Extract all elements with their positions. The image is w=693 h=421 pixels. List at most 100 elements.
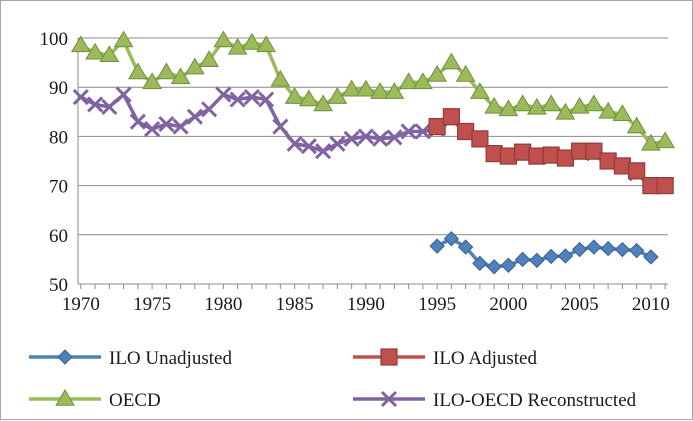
legend-swatch-marker-ilo-oecd-reconstructed	[380, 390, 398, 408]
point-oecd-1991	[370, 82, 390, 99]
point-oecd-2002	[527, 97, 547, 115]
point-ilo-oecd-reconstructed-1989-stroke-b	[343, 130, 360, 147]
x-tick-label-2010: 2010	[632, 294, 670, 315]
point-ilo-oecd-reconstructed-1976-stroke-b	[158, 116, 175, 133]
point-oecd-1975	[142, 72, 162, 90]
point-ilo-adjusted-2005	[571, 142, 589, 160]
point-ilo-oecd-reconstructed-1993-stroke-b	[400, 123, 417, 140]
x-tick-label-1975: 1975	[133, 294, 171, 315]
point-ilo-oecd-reconstructed-1991	[372, 130, 389, 147]
point-oecd-2004	[555, 102, 576, 120]
point-oecd-1983	[256, 35, 276, 53]
point-oecd-1988	[327, 87, 348, 104]
point-oecd-1977	[170, 67, 191, 85]
x-tick-label-1980: 1980	[204, 294, 242, 315]
point-oecd-1995	[427, 64, 448, 82]
point-oecd-1998	[470, 82, 490, 99]
point-ilo-unadjusted-1998	[472, 255, 488, 272]
point-ilo-adjusted-2000	[499, 147, 517, 165]
point-oecd-1978	[184, 57, 205, 75]
series-ilo-unadjusted	[429, 231, 659, 275]
point-ilo-oecd-reconstructed-1982	[243, 88, 260, 106]
axes: 50 60 70 80 90 100 1970 1975 1980 1985 1990 1995 200…	[40, 29, 670, 315]
point-ilo-oecd-reconstructed-1977	[172, 118, 189, 135]
y-tick-label-50: 50	[49, 275, 68, 296]
x-tick-label-1970: 1970	[62, 294, 100, 315]
series-oecd	[70, 30, 676, 151]
x-tick-label-2000: 2000	[489, 294, 527, 315]
x-tick-label-1990: 1990	[347, 294, 385, 315]
point-oecd-1999	[484, 96, 505, 114]
legend-item-oecd: OECD	[29, 389, 161, 411]
point-oecd-1982	[241, 32, 262, 50]
point-ilo-adjusted-2008	[613, 157, 631, 175]
point-oecd-1979	[199, 50, 219, 67]
point-ilo-unadjusted-2006	[586, 239, 602, 255]
y-tick-label-100: 100	[40, 29, 69, 50]
legend-swatch-marker-ilo-adjusted	[380, 348, 398, 366]
legend-item-ilo-adjusted: ILO Adjusted	[353, 348, 537, 369]
point-ilo-oecd-reconstructed-1987	[315, 143, 332, 160]
point-oecd-1989	[341, 79, 362, 97]
point-oecd-1981	[227, 37, 248, 55]
legend-item-ilo-unadjusted: ILO Unadjusted	[29, 348, 232, 369]
series-layer	[70, 30, 676, 275]
x-tick-label-1995: 1995	[418, 294, 456, 315]
x-tick-label-2005: 2005	[561, 294, 599, 315]
point-ilo-oecd-reconstructed-1991-stroke-b	[372, 130, 389, 147]
point-oecd-2010	[641, 133, 661, 151]
point-oecd-1994	[413, 72, 433, 90]
point-ilo-adjusted-2009	[628, 162, 646, 180]
series-ilo-adjusted	[428, 108, 674, 195]
point-ilo-adjusted-2004	[556, 149, 574, 167]
point-ilo-adjusted-2010	[642, 177, 660, 195]
point-ilo-oecd-reconstructed-1982-stroke-b	[243, 88, 260, 106]
point-ilo-adjusted-1997	[457, 122, 475, 141]
point-ilo-oecd-reconstructed-1990	[357, 128, 374, 145]
point-ilo-oecd-reconstructed-1975	[144, 120, 161, 138]
point-ilo-oecd-reconstructed-1978-stroke-b	[186, 108, 203, 125]
point-oecd-1976	[156, 62, 177, 80]
point-oecd-1970	[70, 35, 91, 53]
point-ilo-oecd-reconstructed-1986	[300, 138, 317, 155]
point-ilo-oecd-reconstructed-1973-stroke-b	[115, 86, 132, 103]
x-tick-label-1985: 1985	[276, 294, 314, 315]
legend-swatch-marker-oecd	[55, 389, 75, 406]
point-ilo-unadjusted-2010	[643, 249, 659, 265]
point-ilo-oecd-reconstructed-1976	[158, 116, 175, 133]
point-ilo-adjusted-2007	[599, 152, 617, 170]
legend-label-ilo-adjusted: ILO Adjusted	[433, 348, 537, 369]
y-tick-label-70: 70	[49, 177, 68, 198]
point-ilo-oecd-reconstructed-1978	[186, 108, 203, 125]
point-ilo-unadjusted-1995	[429, 238, 445, 254]
point-ilo-unadjusted-2004	[557, 248, 574, 264]
point-ilo-oecd-reconstructed-1992	[386, 129, 403, 146]
legend-label-ilo-oecd-reconstructed: ILO-OECD Reconstructed	[433, 390, 637, 411]
point-oecd-1973	[113, 30, 134, 48]
point-ilo-adjusted-2001	[514, 143, 532, 161]
point-oecd-2003	[541, 94, 562, 112]
point-oecd-2006	[584, 94, 604, 112]
point-oecd-1972	[99, 45, 120, 63]
point-ilo-unadjusted-2008	[614, 241, 631, 258]
point-oecd-2008	[612, 104, 633, 122]
point-ilo-oecd-reconstructed-1994-stroke-b	[414, 123, 431, 140]
point-oecd-1971	[85, 42, 105, 60]
point-oecd-2000	[498, 99, 519, 117]
point-ilo-oecd-reconstructed-1980	[215, 86, 232, 103]
point-ilo-unadjusted-1996	[443, 231, 460, 247]
point-ilo-unadjusted-2007	[600, 240, 616, 257]
point-ilo-oecd-reconstructed-1973	[115, 86, 132, 103]
point-ilo-oecd-reconstructed-1993	[400, 123, 417, 140]
point-ilo-oecd-reconstructed-1983-stroke-b	[258, 91, 275, 108]
point-ilo-unadjusted-2003	[543, 248, 559, 265]
y-tick-label-60: 60	[49, 226, 68, 247]
point-ilo-adjusted-2002	[528, 147, 546, 165]
legend-label-ilo-unadjusted: ILO Unadjusted	[109, 348, 232, 369]
point-ilo-oecd-reconstructed-1988	[329, 135, 346, 152]
point-ilo-unadjusted-2005	[571, 241, 588, 258]
point-oecd-2005	[569, 96, 590, 114]
point-ilo-oecd-reconstructed-1972-stroke-b	[101, 98, 118, 115]
point-oecd-1985	[284, 87, 305, 104]
